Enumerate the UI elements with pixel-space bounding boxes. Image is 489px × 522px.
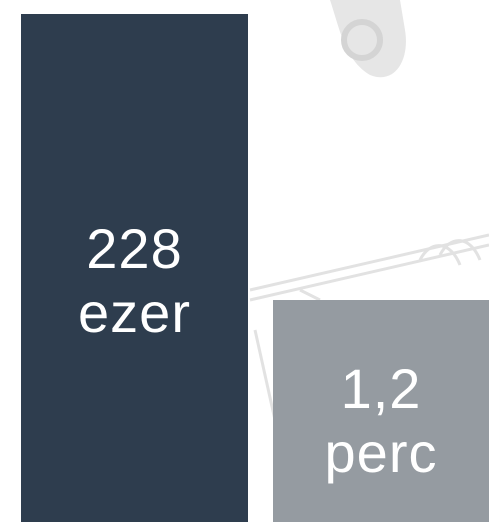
sketch-wheel [341,19,383,61]
sketch-shape [330,0,406,78]
stat-unit: ezer [78,281,191,344]
stat-unit: perc [324,421,438,484]
sketch-curves [418,239,482,266]
stat-block: 228 ezer [21,14,248,522]
stat-value: 228 [86,217,183,280]
sketch-lines [249,233,489,421]
stat-block: 1,2 perc [273,300,489,522]
stat-value: 1,2 [340,357,422,420]
